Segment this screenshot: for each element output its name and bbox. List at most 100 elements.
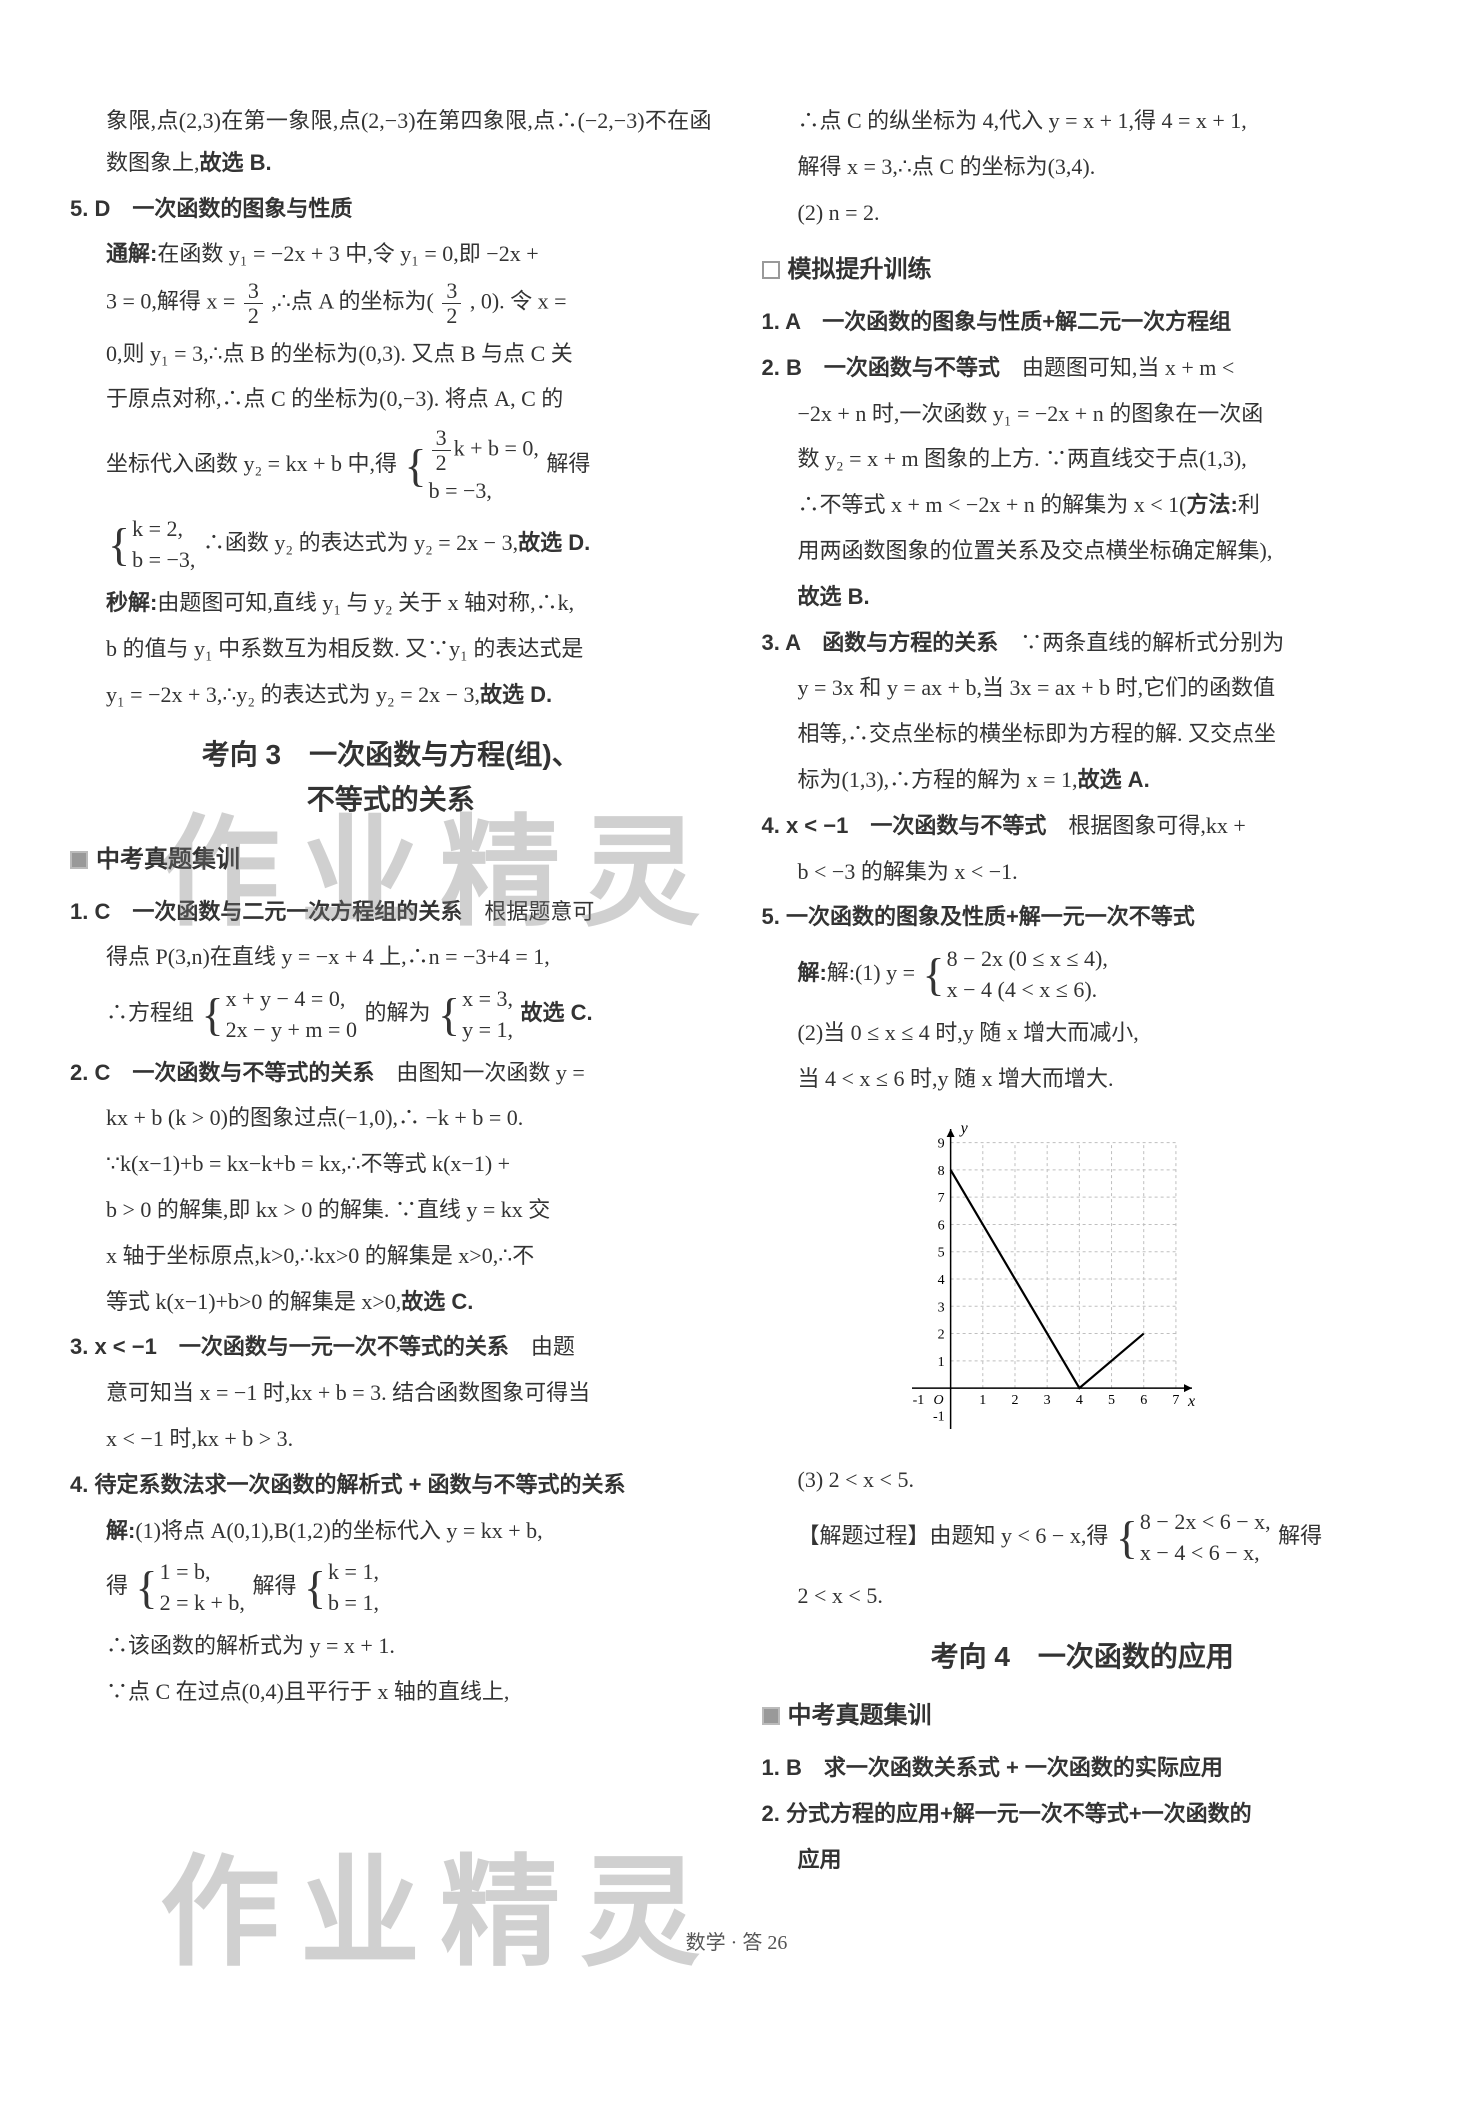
right-column: ∴点 C 的纵坐标为 4,代入 y = x + 1,得 4 = x + 1, 解… (762, 100, 1404, 1884)
text-line: (2) n = 2. (762, 192, 1404, 234)
body-text: 解得 (252, 1573, 296, 1598)
text-line: 数 y₂ = x + m 图象的上方. ∵两直线交于点(1,3), (762, 438, 1404, 480)
sys-line: 1 = b, (160, 1557, 245, 1588)
subsection-bar: 中考真题集训 (70, 837, 712, 883)
body-text: 等式 k(x−1)+b>0 的解集是 x>0, (106, 1289, 401, 1314)
text-line: ∴方程组 {x + y − 4 = 0,2x − y + m = 0 的解为 {… (70, 982, 712, 1048)
text-line: (3) 2 < x < 5. (762, 1459, 1404, 1501)
svg-text:6: 6 (1140, 1393, 1147, 1408)
sys-line: k = 1, (328, 1557, 379, 1588)
fraction: 32 (432, 426, 451, 475)
text-line: y₁ = −2x + 3,∴y₂ 的表达式为 y₂ = 2x − 3,故选 D. (70, 674, 712, 716)
body-text: 解得 (546, 451, 590, 476)
svg-text:-1: -1 (912, 1393, 924, 1408)
equation-system: {x = 3,y = 1, (438, 984, 513, 1046)
brace-icon: { (438, 992, 460, 1038)
question-head: 4. 待定系数法求一次函数的解析式 + 函数与不等式的关系 (70, 1464, 712, 1506)
sys-line: b = 1, (328, 1588, 379, 1619)
text-line: b < −3 的解集为 x < −1. (762, 851, 1404, 893)
text-line: y = 3x 和 y = ax + b,当 3x = ax + b 时,它们的函… (762, 667, 1404, 709)
text-line: 象限,点(2,3)在第一象限,点(2,−3)在第四象限,点∴(−2,−3)不在函… (70, 100, 712, 184)
text-line: 秒解:由题图可知,直线 y₁ 与 y₂ 关于 x 轴对称,∴k, (70, 582, 712, 624)
subsection-title: 模拟提升训练 (788, 247, 932, 293)
fraction: 32 (442, 279, 461, 328)
svg-text:y: y (958, 1120, 968, 1137)
body-text: 解得 (1278, 1523, 1322, 1548)
question-head: 2. 分式方程的应用+解一元一次不等式+一次函数的 (762, 1793, 1404, 1835)
question-head: 4. x < −1 一次函数与不等式 (762, 813, 1047, 838)
sys-line: 32k + b = 0, (429, 426, 539, 475)
body-text: 坐标代入函数 y₂ = kx + b 中,得 (106, 451, 397, 476)
question-head: 1. C 一次函数与二元一次方程组的关系 (70, 899, 462, 924)
label-bold: 解: (798, 960, 827, 985)
heading-line: 不等式的关系 (70, 778, 712, 823)
page-footer: 数学 · 答 26 (0, 1924, 1473, 1992)
body-text: 根据题意可 (484, 899, 594, 924)
svg-text:4: 4 (1075, 1393, 1082, 1408)
fraction: 32 (244, 279, 263, 328)
text-line: ∴不等式 x + m < −2x + n 的解集为 x < 1(方法:利 (762, 484, 1404, 526)
text-line: 用两函数图象的位置关系及交点横坐标确定解集), (762, 530, 1404, 572)
question-head: 3. x < −1 一次函数与一元一次不等式的关系 (70, 1334, 509, 1359)
body-text: 标为(1,3),∴方程的解为 x = 1, (798, 767, 1078, 792)
equation-system: { k = 2, b = −3, (108, 514, 195, 576)
text-line: 【解题过程】由题知 y < 6 − x,得 {8 − 2x < 6 − x,x … (762, 1505, 1404, 1571)
brace-icon: { (108, 522, 130, 568)
body-text: 3 = 0,解得 x = (106, 289, 241, 314)
svg-text:2: 2 (1011, 1393, 1018, 1408)
svg-text:9: 9 (937, 1137, 944, 1152)
label-bold: 解: (106, 1518, 135, 1543)
sys-line: b = −3, (429, 476, 539, 507)
body-text: ∴方程组 (106, 1000, 194, 1025)
text-line: 0,则 y₁ = 3,∴点 B 的坐标为(0,3). 又点 B 与点 C 关 (70, 333, 712, 375)
body-text: y₁ = −2x + 3,∴y₂ 的表达式为 y₂ = 2x − 3, (106, 682, 480, 707)
svg-text:x: x (1187, 1393, 1195, 1410)
text-line: b 的值与 y₁ 中系数互为相反数. 又∵y₁ 的表达式是 (70, 628, 712, 670)
text-line: 解:解:(1) y = {8 − 2x (0 ≤ x ≤ 4),x − 4 (4… (762, 942, 1404, 1008)
body-text: , 0). 令 x = (470, 289, 567, 314)
text-line: 3. x < −1 一次函数与一元一次不等式的关系 由题 (70, 1326, 712, 1368)
body-text: 利 (1238, 492, 1260, 517)
square-icon (70, 851, 88, 869)
text-line: 解:(1)将点 A(0,1),B(1,2)的坐标代入 y = kx + b, (70, 1510, 712, 1552)
text-line: 3. A 函数与方程的关系 ∵两条直线的解析式分别为 (762, 622, 1404, 664)
section-heading: 考向 3 一次函数与方程(组)、 不等式的关系 (70, 733, 712, 823)
sys-line: b = −3, (132, 545, 195, 576)
body-text: ∴不等式 x + m < −2x + n 的解集为 x < 1( (798, 492, 1187, 517)
sys-line: 8 − 2x < 6 − x, (1140, 1507, 1271, 1538)
text-line: 通解:在函数 y₁ = −2x + 3 中,令 y₁ = 0,即 −2x + (70, 233, 712, 275)
question-head: 1. A 一次函数的图象与性质+解二元一次方程组 (762, 301, 1404, 343)
brace-icon: { (202, 992, 224, 1038)
text-line: 4. x < −1 一次函数与不等式 根据图象可得,kx + (762, 805, 1404, 847)
body-text: 由题图可知,当 x + m < (1022, 355, 1234, 380)
text-line: ∴该函数的解析式为 y = x + 1. (70, 1625, 712, 1667)
equation-system: {1 = b,2 = k + b, (136, 1557, 245, 1619)
question-head: 应用 (762, 1839, 1404, 1881)
svg-text:5: 5 (1108, 1393, 1115, 1408)
text-line: ∵点 C 在过点(0,4)且平行于 x 轴的直线上, (70, 1671, 712, 1713)
brace-icon: { (304, 1565, 326, 1611)
text-line: ∴点 C 的纵坐标为 4,代入 y = x + 1,得 4 = x + 1, (762, 100, 1404, 142)
question-head: 5. D 一次函数的图象与性质 (70, 188, 712, 230)
sys-line: 8 − 2x (0 ≤ x ≤ 4), (947, 944, 1108, 975)
question-head: 1. B 求一次函数关系式 + 一次函数的实际应用 (762, 1747, 1404, 1789)
svg-text:4: 4 (937, 1273, 944, 1288)
body-text: 解:(1) y = (827, 960, 915, 985)
text-line: 得点 P(3,n)在直线 y = −x + 4 上,∴n = −3+4 = 1, (70, 936, 712, 978)
label-bold: 秒解: (106, 590, 157, 615)
text-line: 意可知当 x = −1 时,kx + b = 3. 结合函数图象可得当 (70, 1372, 712, 1414)
text-line: 得 {1 = b,2 = k + b, 解得 {k = 1,b = 1, (70, 1555, 712, 1621)
subsection-bar: 模拟提升训练 (762, 247, 1404, 293)
text-line: 解得 x = 3,∴点 C 的坐标为(3,4). (762, 146, 1404, 188)
subsection-title: 中考真题集训 (96, 837, 240, 883)
line-chart: -11234567-1123456789Oyx (882, 1109, 1202, 1449)
sys-line: 2x − y + m = 0 (226, 1015, 357, 1046)
body-text: ,∴点 A 的坐标为( (271, 289, 434, 314)
equation-system: {x + y − 4 = 0,2x − y + m = 0 (202, 984, 357, 1046)
sys-line: x − 4 < 6 − x, (1140, 1538, 1271, 1569)
heading-line: 考向 3 一次函数与方程(组)、 (70, 733, 712, 778)
brace-icon: { (923, 952, 945, 998)
text-line: (2)当 0 ≤ x ≤ 4 时,y 随 x 增大而减小, (762, 1012, 1404, 1054)
sys-line: 2 = k + b, (160, 1588, 245, 1619)
body-text: 的解为 (364, 1000, 430, 1025)
